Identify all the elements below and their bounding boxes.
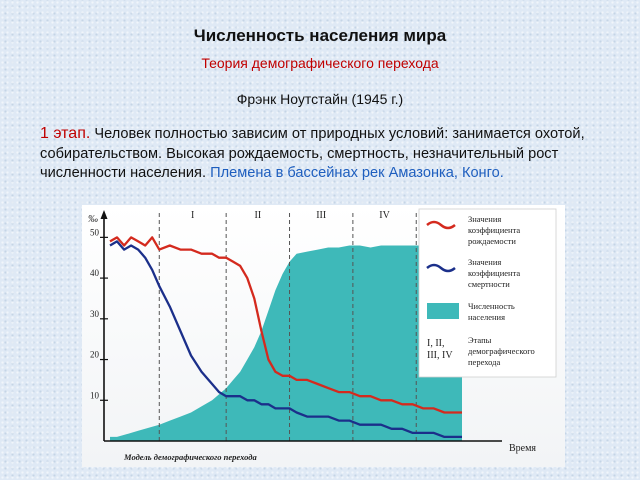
y-tick-label: 20 bbox=[90, 350, 100, 360]
stage-label-3: III bbox=[316, 210, 326, 221]
page-title: Численность населения мира bbox=[193, 26, 447, 45]
death-rate-line bbox=[109, 240, 462, 439]
stage-label-4: IV bbox=[379, 210, 390, 221]
y-tick-label: 10 bbox=[90, 390, 100, 400]
x-axis-label: Время bbox=[509, 443, 536, 454]
author-line: Фрэнк Ноутстайн (1945 г.) bbox=[236, 91, 404, 107]
y-tick-label: 30 bbox=[90, 309, 100, 319]
legend-box: Значения коэффициента рождаемости Значен… bbox=[418, 208, 557, 378]
stage-label-2: II bbox=[255, 210, 262, 221]
y-tick-label: 50 bbox=[90, 227, 100, 237]
figure-caption: Модель демографического перехода bbox=[123, 452, 257, 462]
population-area bbox=[110, 245, 462, 441]
y-tick-label: 40 bbox=[90, 268, 100, 278]
stage-text: Человек полностью зависим от природных у… bbox=[40, 126, 585, 181]
legend-stage-symbols: I, II, III, IV bbox=[427, 338, 453, 361]
birth-rate-line bbox=[109, 236, 462, 414]
legend-swatch-death bbox=[426, 263, 456, 273]
stage-example: Племена в бассейнах рек Амазонка, Конго. bbox=[210, 165, 504, 181]
legend-label-birth: Значения коэффициента рождаемости bbox=[468, 214, 522, 246]
page-subtitle: Теория демографического перехода bbox=[201, 55, 439, 71]
y-axis-label: ‰ bbox=[88, 214, 98, 225]
stage-label-1: I bbox=[191, 210, 194, 221]
chart-figure: ‰ 50 40 30 20 10 I II III IV Время Модель демог… bbox=[82, 205, 565, 467]
stage-label: 1 этап. bbox=[40, 125, 91, 142]
legend-label-population: Численность населения bbox=[468, 301, 517, 322]
legend-swatch-population bbox=[427, 303, 459, 319]
stage-description: 1 этап. Человек полностью зависим от при… bbox=[40, 124, 620, 184]
y-axis-arrow bbox=[100, 210, 108, 219]
legend-label-death: Значения коэффициента смертности bbox=[468, 257, 522, 289]
legend-label-stages: Этапы демографического перехода bbox=[468, 335, 537, 367]
legend-swatch-birth bbox=[426, 220, 456, 230]
